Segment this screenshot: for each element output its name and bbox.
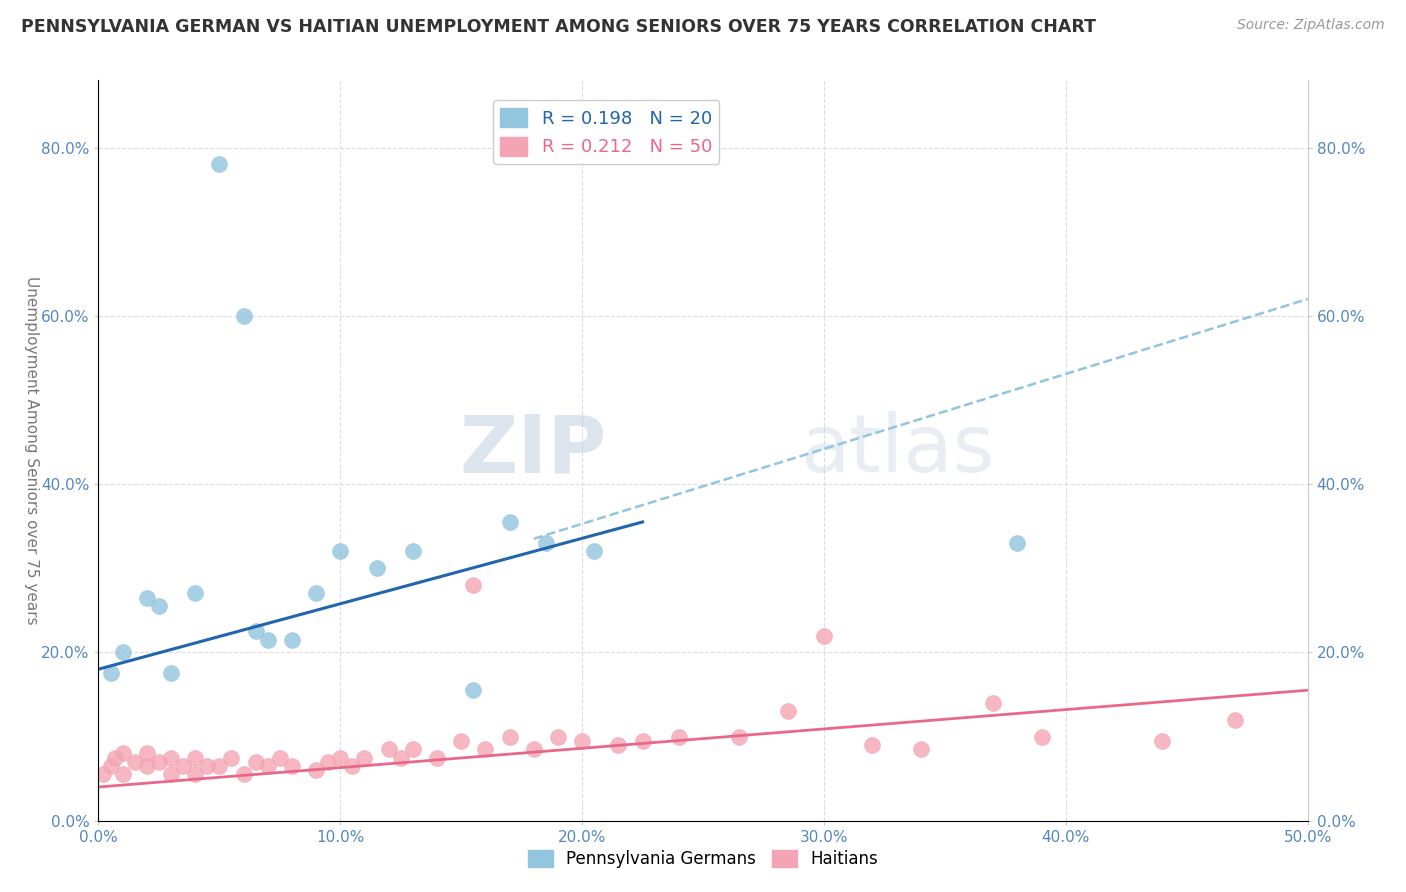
Point [402,544,425,558]
Legend: Pennsylvania Germans, Haitians: Pennsylvania Germans, Haitians [520,843,886,875]
Point [389,750,412,764]
Point [232,767,254,781]
Point [426,750,449,764]
Point [342,759,364,773]
Point [111,645,134,659]
Point [208,157,231,171]
Point [1031,730,1053,744]
Point [353,750,375,764]
Legend: R = 0.198   N = 20, R = 0.212   N = 50: R = 0.198 N = 20, R = 0.212 N = 50 [494,101,720,163]
Point [184,586,207,600]
Point [91,767,114,781]
Point [124,755,146,769]
Point [366,561,388,575]
Y-axis label: Unemployment Among Seniors over 75 years: Unemployment Among Seniors over 75 years [24,277,39,624]
Point [256,632,278,647]
Point [245,624,267,639]
Point [776,704,799,718]
Point [232,309,254,323]
Point [221,750,243,764]
Point [1152,733,1174,747]
Point [329,750,352,764]
Point [910,742,932,756]
Point [498,730,520,744]
Point [148,755,170,769]
Point [160,666,183,681]
Point [245,755,267,769]
Point [305,763,328,777]
Point [208,759,231,773]
Point [135,591,157,605]
Point [668,730,690,744]
Point [281,632,304,647]
Point [523,742,546,756]
Point [547,730,569,744]
Point [1223,713,1246,727]
Point [498,515,520,529]
Point [1007,536,1029,550]
Text: atlas: atlas [800,411,994,490]
Point [402,742,425,756]
Point [281,759,304,773]
Point [607,738,630,752]
Point [111,747,134,761]
Point [104,750,127,764]
Text: Source: ZipAtlas.com: Source: ZipAtlas.com [1237,18,1385,32]
Point [377,742,399,756]
Point [184,750,207,764]
Text: PENNSYLVANIA GERMAN VS HAITIAN UNEMPLOYMENT AMONG SENIORS OVER 75 YEARS CORRELAT: PENNSYLVANIA GERMAN VS HAITIAN UNEMPLOYM… [21,18,1097,36]
Point [160,767,183,781]
Point [463,578,485,592]
Point [329,544,352,558]
Point [100,666,122,681]
Point [135,747,157,761]
Point [135,759,157,773]
Point [463,683,485,698]
Point [981,696,1004,710]
Point [148,599,170,613]
Point [172,759,194,773]
Point [450,733,472,747]
Point [813,628,835,642]
Point [100,759,122,773]
Point [728,730,751,744]
Point [256,759,278,773]
Point [316,755,339,769]
Point [111,767,134,781]
Point [474,742,496,756]
Point [305,586,328,600]
Point [571,733,593,747]
Point [534,536,557,550]
Point [195,759,218,773]
Point [160,750,183,764]
Point [631,733,654,747]
Point [184,767,207,781]
Text: ZIP: ZIP [458,411,606,490]
Point [583,544,606,558]
Point [860,738,883,752]
Point [269,750,291,764]
